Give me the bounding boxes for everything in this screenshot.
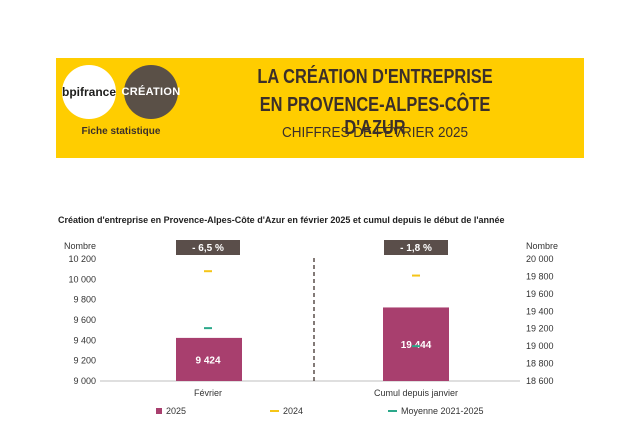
y-tick-label: 19 600 (526, 289, 554, 299)
legend-item-2025: 2025 (156, 406, 186, 416)
y-tick-label: 10 200 (68, 254, 96, 264)
y-tick-label: 9 400 (73, 335, 96, 345)
y-tick-label: 19 200 (526, 324, 554, 334)
legend-label-2025: 2025 (166, 406, 187, 416)
y-tick-label: 18 600 (526, 376, 554, 386)
legend-item-2024: 2024 (270, 406, 303, 416)
y-tick-label: 19 800 (526, 271, 554, 281)
fiche-label: Fiche statistique (81, 126, 161, 137)
y-axis-title: Nombre (526, 241, 558, 251)
chart-legend: 2025 2024 Moyenne 2021-2025 (0, 406, 640, 420)
y-tick-label: 9 600 (73, 315, 96, 325)
bar-2025 (176, 337, 242, 381)
page-title-line2: EN PROVENCE-ALPES-CÔTE D'AZUR (259, 94, 491, 139)
legend-label-2024: 2024 (283, 406, 304, 416)
legend-label-moyenne: Moyenne 2021-2025 (401, 406, 484, 416)
page-title-line1: LA CRÉATION D'ENTREPRISE (257, 66, 493, 88)
legend-item-moyenne: Moyenne 2021-2025 (388, 406, 484, 416)
variation-badge (176, 240, 240, 255)
x-category-label: Cumul depuis janvier (374, 388, 458, 398)
y-tick-label: 10 000 (68, 274, 96, 284)
legend-swatch-moyenne (388, 410, 397, 412)
bar-2025 (383, 307, 449, 381)
x-category-label: Février (194, 388, 222, 398)
y-tick-label: 18 800 (526, 359, 554, 369)
bar-value-label: 9 424 (195, 355, 220, 366)
y-tick-label: 20 000 (526, 254, 554, 264)
legend-swatch-2024 (270, 410, 279, 412)
legend-swatch-2025 (156, 408, 162, 414)
y-tick-label: 9 800 (73, 295, 96, 305)
y-tick-label: 9 000 (73, 376, 96, 386)
variation-label: - 6,5 % (192, 243, 224, 254)
y-tick-label: 19 000 (526, 341, 554, 351)
chart-title: Création d'entreprise en Provence-Alpes-… (58, 215, 505, 225)
y-axis-title: Nombre (64, 241, 96, 251)
bpifrance-logo: bpifrance (62, 65, 116, 119)
y-tick-label: 9 200 (73, 356, 96, 366)
creation-logo: CRÉATION (121, 65, 180, 119)
variation-badge (384, 240, 448, 255)
variation-label: - 1,8 % (400, 243, 432, 254)
y-tick-label: 19 400 (526, 306, 554, 316)
page-subtitle: CHIFFRES DE FÉVRIER 2025 (281, 124, 469, 141)
